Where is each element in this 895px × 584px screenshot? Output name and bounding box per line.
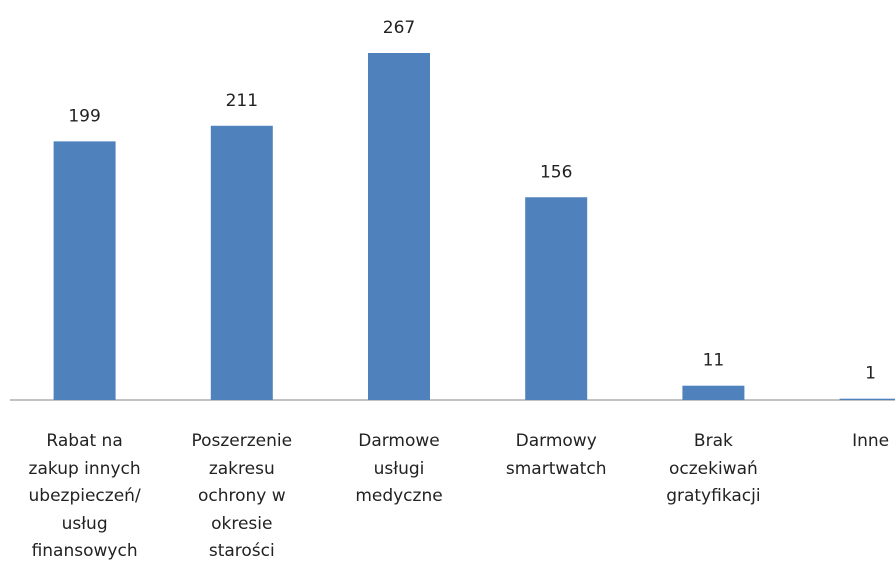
x-tick-label: Rabat na zakup innych ubezpieczeń/ usług… [28,431,141,561]
x-tick-label: Darmowy smartwatch [505,431,607,479]
bar [53,141,116,401]
bar [368,53,430,400]
data-label: 156 [540,162,572,182]
x-tick-label: Brak oczekiwań gratyfikacji [666,431,761,506]
x-tick-label: Darmowe usługi medyczne [355,431,443,506]
bar [210,125,273,401]
data-label: 11 [703,351,725,371]
data-label: 199 [68,106,100,126]
data-label: 1 [865,364,876,384]
bar [682,385,745,400]
bar [839,398,895,400]
x-tick-label: Poszerzenie zakresu ochrony w okresie st… [191,431,293,561]
data-label: 267 [383,18,415,38]
data-label: 211 [226,91,258,111]
bar [525,197,588,400]
x-tick-label: Inne [852,431,890,451]
